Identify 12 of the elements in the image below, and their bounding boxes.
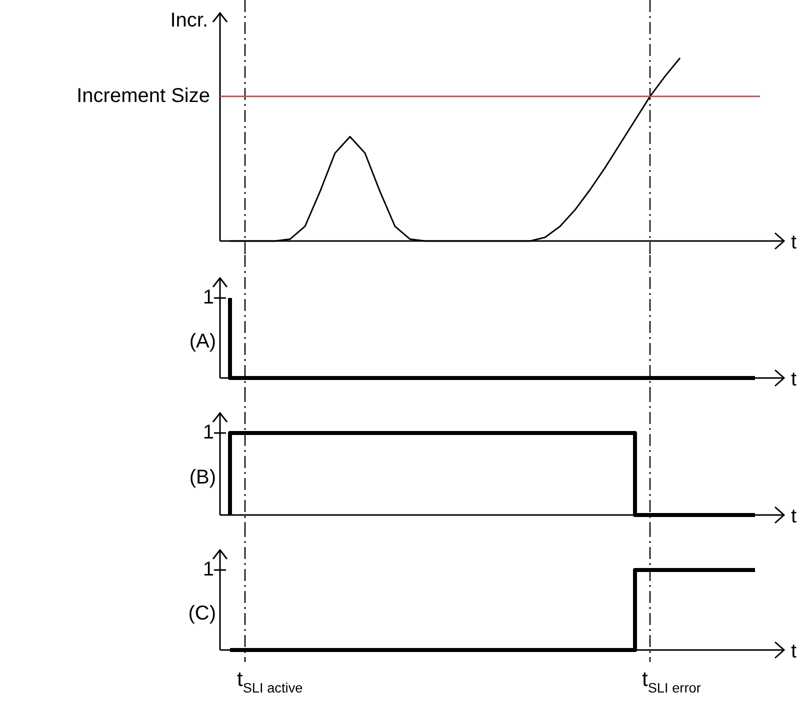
text: 1 [202,286,214,309]
ref-line-label: Increment Size [76,84,210,107]
y-axis-title: (A) [189,330,216,353]
x-axis-title: t [791,506,797,528]
y-axis-title: (C) [188,602,216,625]
x-axis-title: t [791,368,797,391]
y-axis-title: (B) [189,466,216,489]
x-axis-title: t [791,640,797,663]
x-axis-title: t [791,232,797,254]
text: 1 [202,558,214,581]
text: 1 [202,422,214,444]
y-axis-title: Incr. [170,10,208,32]
